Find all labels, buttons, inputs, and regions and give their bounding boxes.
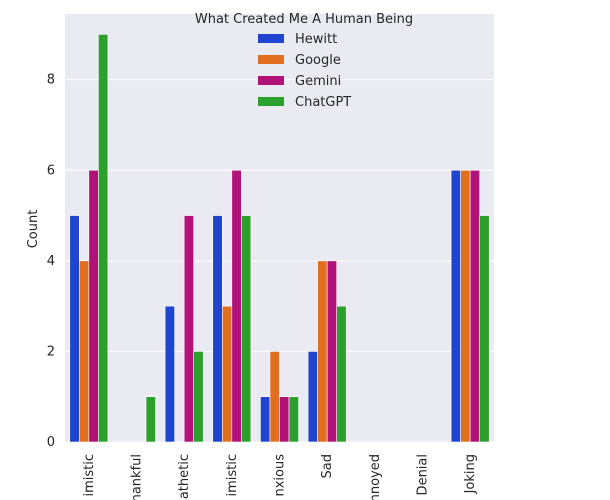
x-tick-label: nnoyed: [368, 454, 383, 500]
bar-gemini-empathetic: [183, 215, 195, 443]
bar-hewitt-joking: [450, 169, 461, 443]
legend-swatch: [258, 55, 284, 64]
bar-google-pessimistic: [222, 305, 233, 443]
y-tick-label: 8: [47, 73, 55, 88]
y-tick-label: 0: [47, 435, 55, 450]
bar-gemini-pessimistic: [231, 169, 242, 443]
bar-hewitt-optimistic: [69, 215, 80, 443]
bar-chatgpt-joking: [479, 215, 490, 443]
legend-label: ChatGPT: [295, 95, 351, 110]
x-tick-label: imistic: [225, 454, 240, 497]
x-tick-label: Denial: [416, 454, 431, 495]
x-tick-label: hankful: [130, 454, 145, 500]
legend-swatch: [258, 76, 284, 85]
y-tick-label: 2: [47, 344, 55, 359]
bar-gemini-optimistic: [88, 169, 99, 443]
bar-google-anxious: [269, 351, 280, 443]
bar-chatgpt-thankful: [145, 396, 156, 443]
x-ticks: imistic hankful athetic imistic nxious Sad nno…: [82, 454, 478, 500]
legend-label: Google: [295, 53, 341, 68]
bar-hewitt-anxious: [260, 396, 271, 443]
bar-hewitt-empathetic: [164, 305, 175, 443]
legend-label: Hewitt: [295, 32, 337, 47]
bars: [69, 34, 490, 443]
bar-gemini-sad: [326, 260, 337, 443]
bar-chatgpt-sad: [336, 305, 347, 443]
bar-chatgpt-empathetic: [193, 351, 204, 443]
bar-google-optimistic: [79, 260, 90, 443]
bar-chatgpt-optimistic: [98, 34, 109, 443]
bar-hewitt-pessimistic: [212, 215, 223, 443]
bar-google-joking: [460, 169, 471, 443]
x-tick-label: athetic: [177, 454, 192, 499]
bar-gemini-joking: [469, 169, 480, 443]
y-axis-label: Count: [26, 210, 41, 249]
bar-chatgpt-anxious: [288, 396, 299, 443]
legend: What Created Me A Human Being Hewitt Goog…: [195, 12, 413, 110]
y-tick-label: 4: [47, 254, 55, 269]
y-tick-label: 6: [47, 163, 55, 178]
legend-title: What Created Me A Human Being: [195, 12, 413, 27]
bar-google-sad: [317, 260, 328, 443]
legend-label: Gemini: [295, 74, 341, 89]
bar-hewitt-sad: [307, 351, 318, 443]
bar-gemini-anxious: [279, 396, 290, 443]
legend-swatch: [258, 34, 284, 43]
bar-chatgpt-pessimistic: [241, 215, 252, 443]
y-ticks: 0 2 4 6 8: [47, 73, 55, 450]
x-tick-label: imistic: [82, 454, 97, 497]
x-tick-label: Sad: [320, 454, 335, 478]
x-tick-label: Joking: [463, 454, 478, 494]
legend-swatch: [258, 97, 284, 106]
x-tick-label: nxious: [273, 454, 288, 497]
